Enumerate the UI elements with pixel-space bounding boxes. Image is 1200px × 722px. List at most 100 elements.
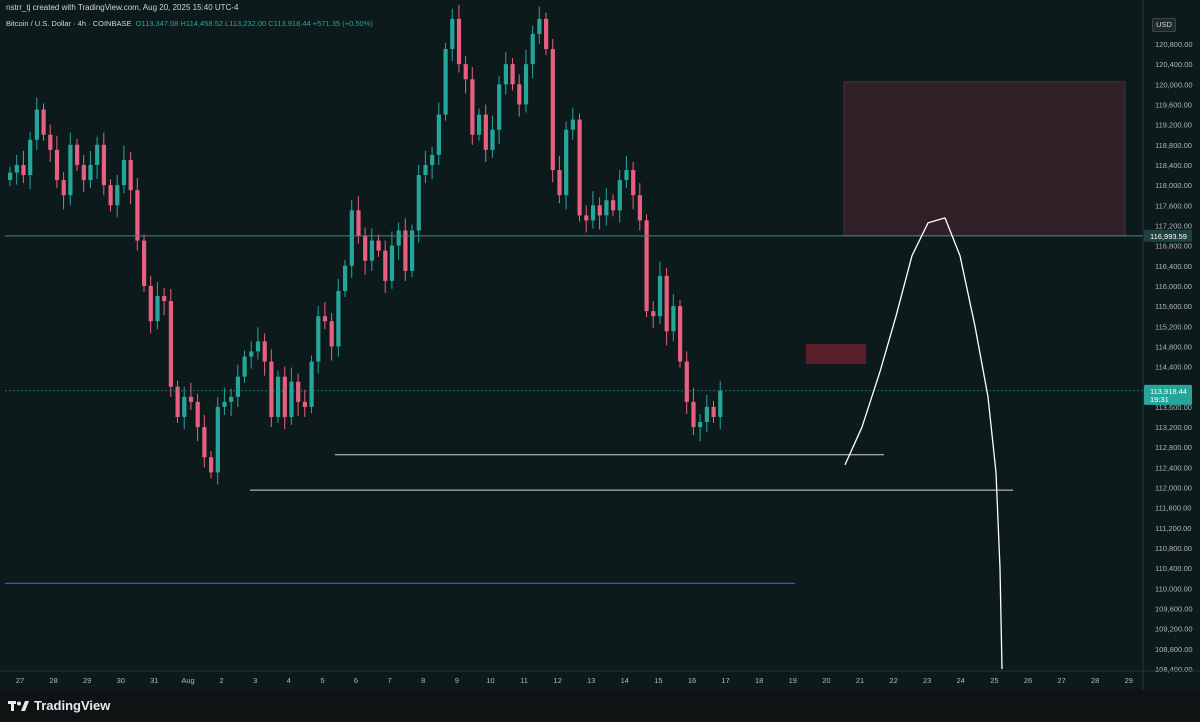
candle-body xyxy=(349,210,354,266)
candle-body xyxy=(463,64,468,80)
candle-body xyxy=(396,230,401,246)
candle-body xyxy=(550,49,555,171)
time-tick-label: 16 xyxy=(688,676,696,685)
time-tick-label: Aug xyxy=(181,676,194,685)
candle-body xyxy=(410,230,415,271)
time-tick-label: 24 xyxy=(957,676,965,685)
price-axis[interactable]: 120,800.00 120,400.00 120,000.00 119,600.00… xyxy=(1142,0,1193,690)
candle-body xyxy=(41,109,46,135)
candle-body xyxy=(21,164,26,176)
candle-body xyxy=(262,341,267,362)
candle-body xyxy=(363,235,368,261)
time-tick-label: 15 xyxy=(654,676,662,685)
candle-body xyxy=(235,376,240,397)
price-tick-label: 120,000.00 xyxy=(1155,80,1193,89)
time-tick-label: 17 xyxy=(721,676,729,685)
candle-body xyxy=(269,361,274,417)
candle-body xyxy=(95,144,100,165)
candle-body xyxy=(617,180,622,211)
candle-body xyxy=(14,164,19,173)
projection-curve xyxy=(844,217,1003,670)
candle-body xyxy=(611,200,616,211)
low-value: L113,232.00 xyxy=(225,19,267,28)
candle-body xyxy=(718,390,723,417)
price-tick-label: 108,800.00 xyxy=(1155,645,1193,654)
candle-body xyxy=(155,296,160,322)
candle-body xyxy=(577,119,582,216)
candle-body xyxy=(383,250,388,281)
candle-body xyxy=(75,144,80,165)
price-tick-label: 118,400.00 xyxy=(1155,161,1192,170)
price-tick-label: 109,200.00 xyxy=(1155,625,1193,634)
supply-zone-small xyxy=(806,343,866,365)
price-tick-label: 109,600.00 xyxy=(1155,605,1193,614)
candle-body xyxy=(557,170,562,196)
open-value: O113,347.08 xyxy=(135,19,179,28)
candle-body xyxy=(510,64,515,85)
time-tick-label: 27 xyxy=(1057,676,1065,685)
time-tick-label: 9 xyxy=(455,676,459,685)
candle-body xyxy=(28,139,33,176)
time-tick-label: 21 xyxy=(856,676,864,685)
candle-body xyxy=(416,175,421,231)
brand-label: TradingView xyxy=(34,698,111,713)
candle-body xyxy=(249,351,254,357)
footer-bar: TradingView xyxy=(0,690,1200,722)
symbol-label[interactable]: Bitcoin / U.S. Dollar · 4h · COINBASE xyxy=(6,19,132,28)
time-tick-label: 7 xyxy=(388,676,392,685)
candle-body xyxy=(631,170,636,196)
candle-body xyxy=(162,296,167,302)
candle-body xyxy=(282,376,287,417)
candle-body xyxy=(470,79,475,135)
candle-body xyxy=(289,381,294,417)
price-tick-label: 116,000.00 xyxy=(1155,282,1192,291)
candle-body xyxy=(101,144,106,186)
candle-body xyxy=(544,18,549,50)
candle-body xyxy=(302,401,307,407)
candle-body xyxy=(182,396,187,417)
change-value: +571.35 (+0.50%) xyxy=(312,19,373,28)
candle-body xyxy=(537,18,542,34)
countdown-label: 19:31 xyxy=(1150,395,1169,404)
price-tick-label: 114,800.00 xyxy=(1155,342,1192,351)
time-tick-label: 23 xyxy=(923,676,931,685)
time-tick-label: 29 xyxy=(83,676,91,685)
candle-body xyxy=(590,205,596,221)
candle-body xyxy=(624,170,629,181)
candle-body xyxy=(48,134,53,150)
candle-body xyxy=(229,396,234,402)
time-tick-label: 25 xyxy=(990,676,998,685)
candle-body xyxy=(456,18,462,65)
time-tick-label: 3 xyxy=(253,676,257,685)
candle-body xyxy=(175,386,180,417)
candle-body xyxy=(276,376,281,417)
time-axis[interactable]: 27 28 29 30 31 Aug 2 3 4 5 6 7 8 9 10 11 12 13 14 15 16 17 18 1… xyxy=(0,670,1200,685)
close-value: C113,918.44 xyxy=(268,19,311,28)
candle-body xyxy=(477,114,482,135)
candle-body xyxy=(54,149,60,181)
time-tick-label: 2 xyxy=(220,676,224,685)
candle-body xyxy=(678,306,683,362)
candle-body xyxy=(657,275,663,317)
price-chart[interactable]: 120,800.00 120,400.00 120,000.00 119,600.00… xyxy=(0,0,1200,690)
tradingview-icon xyxy=(8,700,29,711)
candle-body xyxy=(322,316,328,322)
price-tick-label: 115,200.00 xyxy=(1155,322,1192,331)
price-tick-label: 119,600.00 xyxy=(1155,100,1192,109)
candle-body xyxy=(209,457,214,473)
price-tick-label: 110,000.00 xyxy=(1155,584,1192,593)
currency-label[interactable]: USD xyxy=(1152,18,1176,32)
time-tick-label: 13 xyxy=(587,676,595,685)
ohlc-legend: Bitcoin / U.S. Dollar · 4h · COINBASE O1… xyxy=(6,19,373,28)
candle-body xyxy=(34,109,39,140)
candle-body xyxy=(121,159,127,186)
candle-body xyxy=(135,190,140,241)
tradingview-logo[interactable]: TradingView xyxy=(8,698,110,713)
candle-body xyxy=(88,164,93,181)
candle-body xyxy=(523,64,529,105)
candle-body xyxy=(436,114,441,155)
price-tick-label: 115,600.00 xyxy=(1155,302,1192,311)
price-tick-label: 113,200.00 xyxy=(1155,423,1192,432)
candle-body xyxy=(644,220,649,312)
candle-body xyxy=(711,406,716,417)
